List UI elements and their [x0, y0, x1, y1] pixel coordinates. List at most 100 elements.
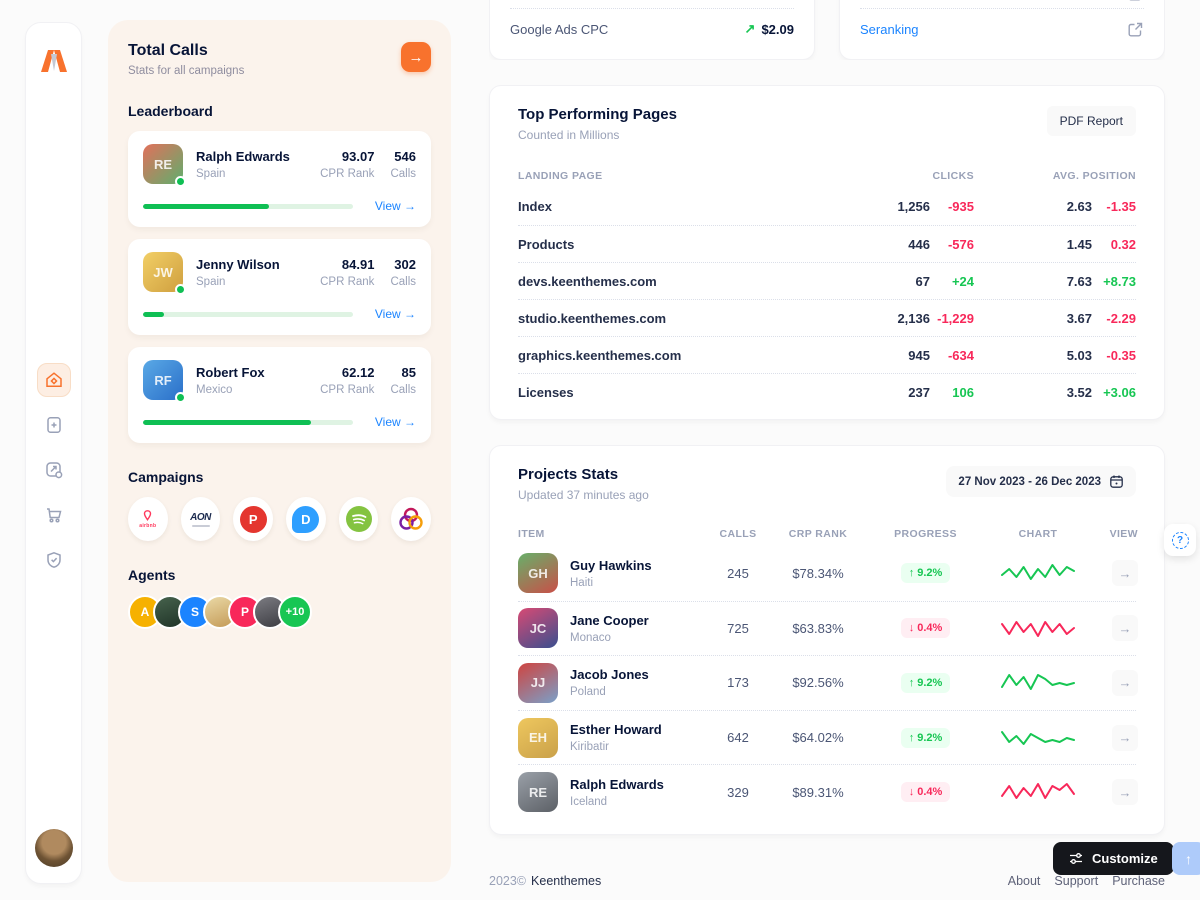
row-view-button[interactable]: →	[1112, 560, 1138, 587]
table-header: LANDING PAGE CLICKS AVG. POSITION	[518, 164, 1136, 188]
scroll-to-top-button[interactable]: ↑	[1172, 842, 1200, 875]
top-cards-row: Google Ads CPC ↗ $2.09 Seranking	[489, 0, 1165, 60]
leaderboard-card: JW Jenny Wilson Spain 84.91 CPR Rank 302 C…	[128, 239, 431, 335]
date-range-value: 27 Nov 2023 - 26 Dec 2023	[958, 475, 1101, 488]
campaign-disqus[interactable]: D	[286, 497, 326, 541]
sparkline-chart	[983, 725, 1093, 751]
copyright: 2023©	[489, 874, 527, 888]
sidebar-item-security[interactable]	[37, 543, 71, 577]
customize-label: Customize	[1092, 851, 1158, 866]
calls-value: 85	[401, 364, 416, 380]
footer-link-about[interactable]: About	[1007, 874, 1041, 888]
project-name: Esther Howard	[570, 722, 662, 738]
brand-link[interactable]: Keenthemes	[531, 874, 602, 888]
avatar-initials: RE	[153, 156, 173, 172]
campaign-spotify[interactable]	[338, 497, 379, 541]
cpr-rank-label: CPR Rank	[320, 275, 375, 288]
sidebar-item-cart[interactable]	[37, 498, 71, 532]
landing-page-cell: graphics.keenthemes.com	[518, 347, 682, 363]
cut-off-row	[860, 0, 1144, 9]
calls-label: Calls	[390, 383, 416, 396]
external-link-button[interactable]	[1127, 21, 1144, 38]
crp-rank-cell: $63.83%	[792, 620, 844, 636]
calls-cell: 329	[727, 784, 749, 800]
table-row: JC Jane Cooper Monaco 725 $63.83% ↓ 0.4% …	[518, 600, 1138, 656]
card-subtitle: Updated 37 minutes ago	[518, 488, 649, 502]
row-view-button[interactable]: →	[1112, 615, 1138, 642]
view-link[interactable]: View →	[374, 199, 416, 213]
page-footer: 2023© Keenthemes About Support Purchase	[489, 874, 1165, 888]
table-row: graphics.keenthemes.com 945 -634 5.03 -0…	[518, 336, 1136, 373]
total-calls-panel: Total Calls Stats for all campaigns → Le…	[108, 20, 451, 882]
top-performing-pages-card: Top Performing Pages Counted in Millions…	[489, 85, 1165, 420]
customize-button[interactable]: Customize	[1053, 842, 1174, 875]
project-country: Monaco	[570, 631, 611, 644]
arrow-up-icon: ↑	[1185, 850, 1192, 867]
row-view-button[interactable]: →	[1112, 779, 1138, 806]
footer-link-support[interactable]: Support	[1054, 874, 1099, 888]
avatar-initials: EH	[528, 730, 548, 746]
arrow-right-icon: →	[1118, 675, 1132, 691]
picsart-icon: P	[239, 505, 267, 533]
position-delta: 0.32	[1110, 236, 1136, 252]
leaderboard-card: RE Ralph Edwards Spain 93.07 CPR Rank 546…	[128, 131, 431, 227]
pdf-report-button[interactable]: PDF Report	[1046, 106, 1136, 136]
position-value: 1.45	[1066, 236, 1092, 252]
online-status-dot	[175, 176, 186, 187]
arrow-right-icon: →	[1118, 784, 1132, 800]
agent-country: Spain	[196, 275, 226, 288]
avatar: JW	[143, 252, 186, 295]
project-name: Ralph Edwards	[570, 776, 664, 792]
row-view-button[interactable]: →	[1112, 724, 1138, 751]
sidebar-item-home[interactable]	[36, 363, 71, 397]
clicks-value: 446	[908, 236, 930, 252]
question-mark-icon: ?	[1171, 531, 1189, 549]
sparkline-chart	[983, 560, 1093, 586]
progress-track	[143, 419, 353, 425]
table-row: Products 446 -576 1.45 0.32	[518, 225, 1136, 262]
view-link[interactable]: View →	[374, 307, 416, 321]
project-country: Kiribatir	[570, 741, 609, 754]
arrow-right-icon: →	[408, 48, 424, 66]
campaign-trefoil[interactable]	[391, 497, 432, 541]
external-link-button[interactable]	[1127, 0, 1144, 2]
trend-up-icon: ↑	[908, 731, 915, 744]
user-avatar[interactable]	[34, 829, 73, 867]
campaign-logos: airbnb AON P D	[128, 497, 432, 541]
arrow-right-icon: →	[1118, 565, 1132, 581]
trend-down-icon: ↓	[908, 786, 915, 799]
sidebar-item-add-file[interactable]	[37, 408, 71, 442]
landing-page-cell: studio.keenthemes.com	[518, 310, 667, 326]
col-view: VIEW	[1109, 528, 1138, 540]
row-view-button[interactable]: →	[1112, 669, 1138, 696]
avatar: RF	[143, 360, 186, 403]
view-link[interactable]: View →	[374, 415, 416, 429]
progress-value: 0.4%	[917, 622, 943, 635]
progress-fill	[143, 419, 311, 425]
cart-icon	[46, 508, 61, 523]
app-logo[interactable]	[38, 45, 70, 80]
agent-name: Ralph Edwards	[196, 148, 290, 164]
campaign-airbnb[interactable]: airbnb	[128, 497, 168, 541]
open-stats-button[interactable]: →	[401, 42, 431, 72]
cpr-rank-label: CPR Rank	[320, 383, 375, 396]
progress-value: 0.4%	[917, 786, 943, 799]
footer-link-purchase[interactable]: Purchase	[1112, 874, 1165, 888]
help-button[interactable]: ?	[1164, 524, 1196, 556]
calls-cell: 173	[727, 675, 749, 691]
seranking-link[interactable]: Seranking	[860, 21, 919, 37]
google-ads-row: Google Ads CPC ↗ $2.09	[510, 9, 794, 49]
card-title: Top Performing Pages	[518, 106, 677, 123]
calls-label: Calls	[390, 275, 416, 288]
campaign-picsart[interactable]: P	[233, 497, 274, 541]
progress-fill	[143, 203, 269, 209]
agents-avatars: A S P +10	[128, 595, 431, 629]
agents-more-badge[interactable]: +10	[278, 595, 312, 629]
date-range-picker[interactable]: 27 Nov 2023 - 26 Dec 2023	[946, 466, 1136, 497]
table-row: JJ Jacob Jones Poland 173 $92.56% ↑ 9.2% …	[518, 655, 1138, 710]
avatar: RE	[518, 772, 558, 813]
col-crp-rank: CRP RANK	[788, 528, 848, 540]
clicks-delta: -1,229	[937, 310, 974, 326]
sidebar-item-statistics[interactable]	[37, 453, 71, 487]
campaign-aon[interactable]: AON	[180, 497, 221, 541]
